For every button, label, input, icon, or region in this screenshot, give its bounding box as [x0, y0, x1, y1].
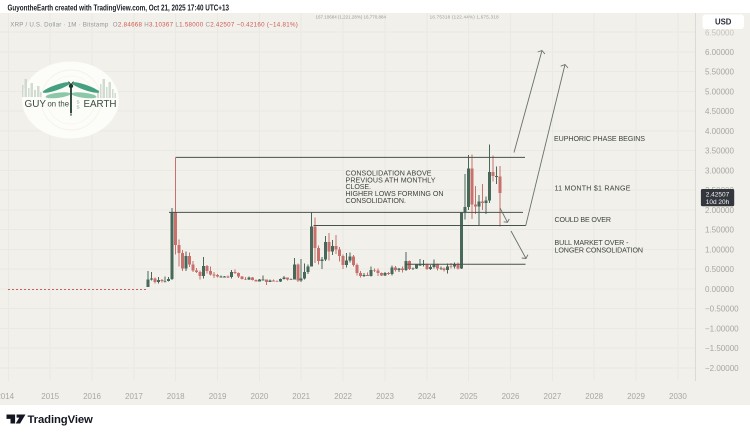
svg-text:16.75318 (122.44%) 1,675,318: 16.75318 (122.44%) 1,675,318	[430, 14, 499, 19]
svg-text:PREVIOUS ATH MONTHLY: PREVIOUS ATH MONTHLY	[346, 176, 436, 184]
svg-text:HIGHER LOWS FORMING ON: HIGHER LOWS FORMING ON	[346, 190, 444, 198]
svg-text:3.00000: 3.00000	[705, 166, 734, 175]
svg-text:−2.00000: −2.00000	[705, 364, 739, 373]
svg-text:2.42507: 2.42507	[706, 191, 730, 198]
svg-text:2016: 2016	[83, 392, 101, 401]
svg-text:0.50000: 0.50000	[705, 265, 734, 274]
svg-text:TradingView: TradingView	[28, 414, 94, 426]
svg-text:EARTH: EARTH	[84, 99, 117, 110]
svg-text:on the: on the	[48, 100, 70, 109]
svg-text:LONGER CONSOLIDATION: LONGER CONSOLIDATION	[555, 247, 644, 255]
svg-text:2019: 2019	[209, 392, 227, 401]
svg-text:2025: 2025	[460, 392, 478, 401]
svg-text:−0.50000: −0.50000	[705, 305, 739, 314]
svg-text:5.50000: 5.50000	[705, 68, 734, 77]
svg-text:CONSOLIDATION ABOVE: CONSOLIDATION ABOVE	[346, 169, 432, 177]
svg-text:0.00000: 0.00000	[705, 285, 734, 294]
svg-text:2015: 2015	[41, 392, 59, 401]
svg-text:CONSOLIDATION.: CONSOLIDATION.	[346, 197, 407, 205]
svg-text:XRP / U.S. Dollar · 1M · Bitst: XRP / U.S. Dollar · 1M · Bitstamp	[10, 22, 109, 29]
svg-text:167.10684 (1,221.28%) 16,770,8: 167.10684 (1,221.28%) 16,770,884	[316, 14, 387, 19]
svg-text:2029: 2029	[627, 392, 645, 401]
svg-text:2027: 2027	[544, 392, 562, 401]
svg-text:2026: 2026	[502, 392, 520, 401]
svg-text:4.00000: 4.00000	[705, 127, 734, 136]
svg-text:−1.00000: −1.00000	[705, 324, 739, 333]
svg-text:2014: 2014	[0, 392, 15, 401]
svg-text:2024: 2024	[418, 392, 436, 401]
svg-text:1.00000: 1.00000	[705, 245, 734, 254]
svg-text:2018: 2018	[167, 392, 185, 401]
svg-text:2.00000: 2.00000	[705, 206, 734, 215]
svg-text:11 MONTH $1 RANGE: 11 MONTH $1 RANGE	[555, 185, 631, 193]
svg-text:USD: USD	[715, 18, 732, 27]
svg-text:2030: 2030	[669, 392, 687, 401]
svg-text:10d 20h: 10d 20h	[706, 199, 730, 206]
svg-text:2021: 2021	[292, 392, 310, 401]
svg-text:6.50000: 6.50000	[705, 29, 734, 38]
svg-text:2023: 2023	[376, 392, 394, 401]
svg-text:4.50000: 4.50000	[705, 107, 734, 116]
svg-text:5.00000: 5.00000	[705, 87, 734, 96]
svg-text:O2.84668 H3.10367 L1.58000 C2.: O2.84668 H3.10367 L1.58000 C2.42507 −0.4…	[113, 22, 298, 29]
svg-text:6.00000: 6.00000	[705, 48, 734, 57]
svg-text:S: S	[77, 100, 80, 105]
svg-text:GUY: GUY	[25, 99, 47, 110]
svg-text:2017: 2017	[125, 392, 143, 401]
svg-text:BULL MARKET OVER -: BULL MARKET OVER -	[555, 239, 630, 247]
svg-text:EUPHORIC PHASE BEGINS: EUPHORIC PHASE BEGINS	[554, 135, 645, 143]
svg-text:1.50000: 1.50000	[705, 226, 734, 235]
svg-text:2028: 2028	[585, 392, 603, 401]
svg-text:COULD BE OVER: COULD BE OVER	[555, 216, 612, 224]
svg-text:2020: 2020	[251, 392, 269, 401]
svg-text:S: S	[77, 105, 80, 110]
svg-text:CLOSE.: CLOSE.	[346, 183, 372, 191]
svg-text:2022: 2022	[334, 392, 352, 401]
svg-text:−1.50000: −1.50000	[705, 344, 739, 353]
svg-text:GuyontheEarth created with Tra: GuyontheEarth created with TradingView.c…	[8, 3, 230, 12]
svg-text:3.50000: 3.50000	[705, 147, 734, 156]
